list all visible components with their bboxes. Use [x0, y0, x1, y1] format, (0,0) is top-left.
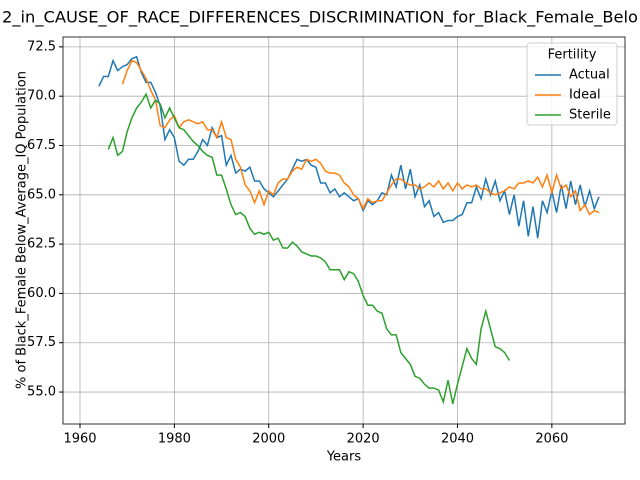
- chart-title: 2_in_CAUSE_OF_RACE_DIFFERENCES_DISCRIMIN…: [2, 8, 638, 28]
- y-tick-label: 60.0: [27, 286, 56, 301]
- x-axis-label: Years: [326, 450, 362, 465]
- data-line: [121, 59, 600, 216]
- y-tick-label: 62.5: [27, 237, 56, 252]
- y-tick-label: 55.0: [27, 385, 56, 400]
- y-axis-label: % of Black_Female Below_Average_IQ Popul…: [15, 71, 30, 389]
- x-tick-label: 2000: [252, 432, 285, 447]
- x-tick-label: 2040: [441, 432, 474, 447]
- y-tick-label: 67.5: [27, 138, 56, 153]
- legend-box: [526, 42, 618, 126]
- data-line: [107, 92, 511, 405]
- legend-label: Actual: [569, 68, 610, 83]
- legend-title: Fertility: [548, 48, 597, 63]
- legend-label: Ideal: [569, 88, 601, 103]
- data-line: [98, 55, 600, 239]
- y-tick-label: 72.5: [27, 39, 56, 54]
- y-tick-label: 65.0: [27, 187, 56, 202]
- plot-frame: [62, 36, 626, 425]
- legend-label: Sterile: [569, 108, 611, 123]
- x-tick-label: 1980: [158, 432, 191, 447]
- y-tick-label: 70.0: [27, 89, 56, 104]
- x-tick-label: 1960: [63, 432, 96, 447]
- x-tick-label: 2020: [347, 432, 380, 447]
- x-tick-label: 2060: [535, 432, 568, 447]
- y-tick-label: 57.5: [27, 335, 56, 350]
